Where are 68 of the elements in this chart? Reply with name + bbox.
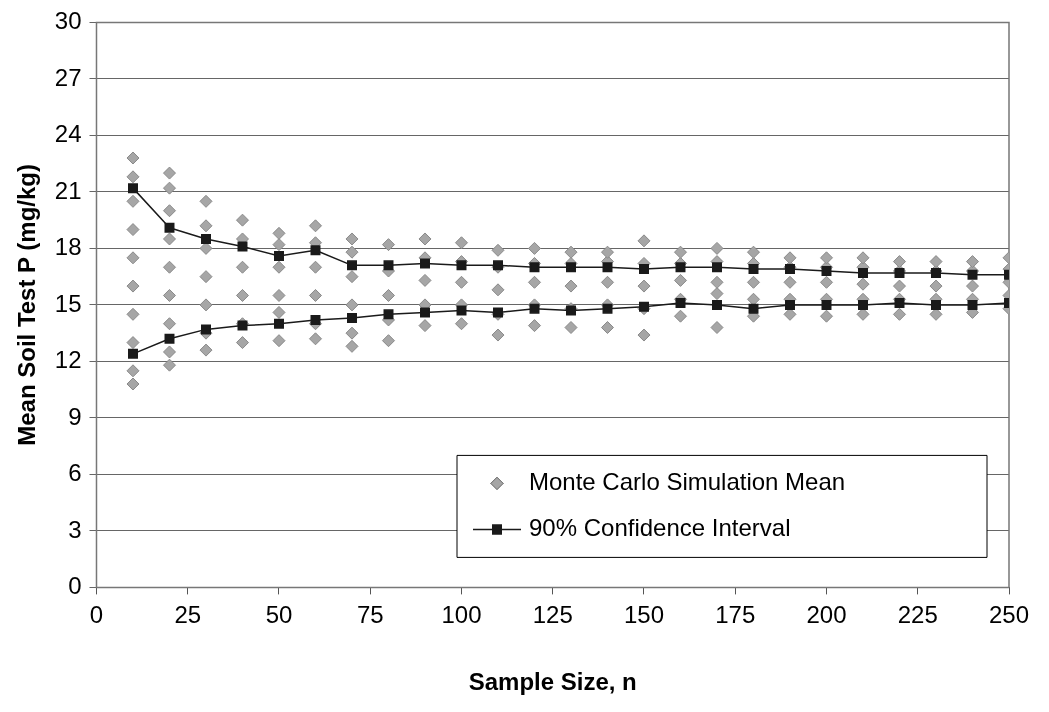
point: [566, 262, 576, 273]
point: [274, 318, 284, 329]
y-tick-label: 3: [68, 515, 82, 543]
point: [894, 298, 905, 309]
point: [821, 299, 832, 310]
point: [748, 264, 759, 275]
y-tick-label: 15: [54, 289, 82, 317]
point: [456, 260, 467, 271]
point: [858, 299, 868, 310]
point: [931, 299, 941, 310]
point: [967, 299, 978, 310]
point: [785, 299, 795, 310]
point: [128, 348, 138, 359]
point: [310, 314, 321, 325]
point: [237, 241, 248, 252]
point: [164, 333, 175, 344]
x-tick-label: 0: [89, 601, 104, 629]
point: [529, 262, 540, 273]
point: [675, 298, 686, 309]
point: [858, 267, 868, 278]
point: [128, 183, 138, 194]
point: [201, 324, 211, 335]
x-tick-label: 200: [806, 601, 847, 629]
y-tick-label: 30: [54, 7, 82, 35]
y-tick-label: 24: [54, 120, 82, 148]
point: [639, 264, 649, 275]
legend-label: 90% Confidence Interval: [529, 514, 791, 542]
x-tick-label: 50: [265, 601, 293, 629]
point: [310, 245, 321, 256]
point: [712, 262, 722, 273]
point: [712, 299, 722, 310]
point: [274, 250, 284, 261]
point: [967, 269, 978, 280]
point: [529, 303, 540, 314]
x-tick-label: 100: [441, 601, 482, 629]
y-tick-label: 27: [54, 63, 82, 91]
point: [456, 305, 467, 316]
x-axis-title: Sample Size, n: [468, 668, 637, 696]
point: [420, 307, 430, 318]
point: [347, 313, 357, 324]
y-tick-label: 18: [54, 233, 82, 261]
point: [201, 233, 211, 244]
legend-label: Monte Carlo Simulation Mean: [529, 468, 846, 496]
point: [639, 301, 649, 312]
x-tick-label: 175: [715, 601, 756, 629]
y-tick-label: 0: [68, 572, 82, 600]
x-tick-label: 150: [623, 601, 665, 629]
y-axis-title: Mean Soil Test P (mg/kg): [13, 163, 41, 446]
point: [785, 264, 795, 275]
point: [675, 262, 686, 273]
y-tick-label: 6: [68, 459, 82, 487]
point: [602, 262, 613, 273]
y-tick-label: 12: [54, 346, 82, 374]
x-tick-label: 250: [988, 601, 1030, 629]
point: [748, 303, 759, 314]
point: [347, 260, 357, 271]
y-tick-label: 9: [68, 402, 82, 430]
point: [383, 309, 394, 320]
point: [420, 258, 430, 269]
point: [821, 266, 832, 276]
point: [602, 303, 613, 314]
x-tick-label: 75: [356, 601, 384, 629]
x-tick-label: 125: [532, 601, 573, 629]
point: [164, 222, 175, 233]
y-tick-label: 21: [54, 176, 82, 204]
point: [383, 260, 394, 271]
x-tick-label: 225: [897, 601, 938, 629]
x-tick-label: 25: [174, 601, 202, 629]
